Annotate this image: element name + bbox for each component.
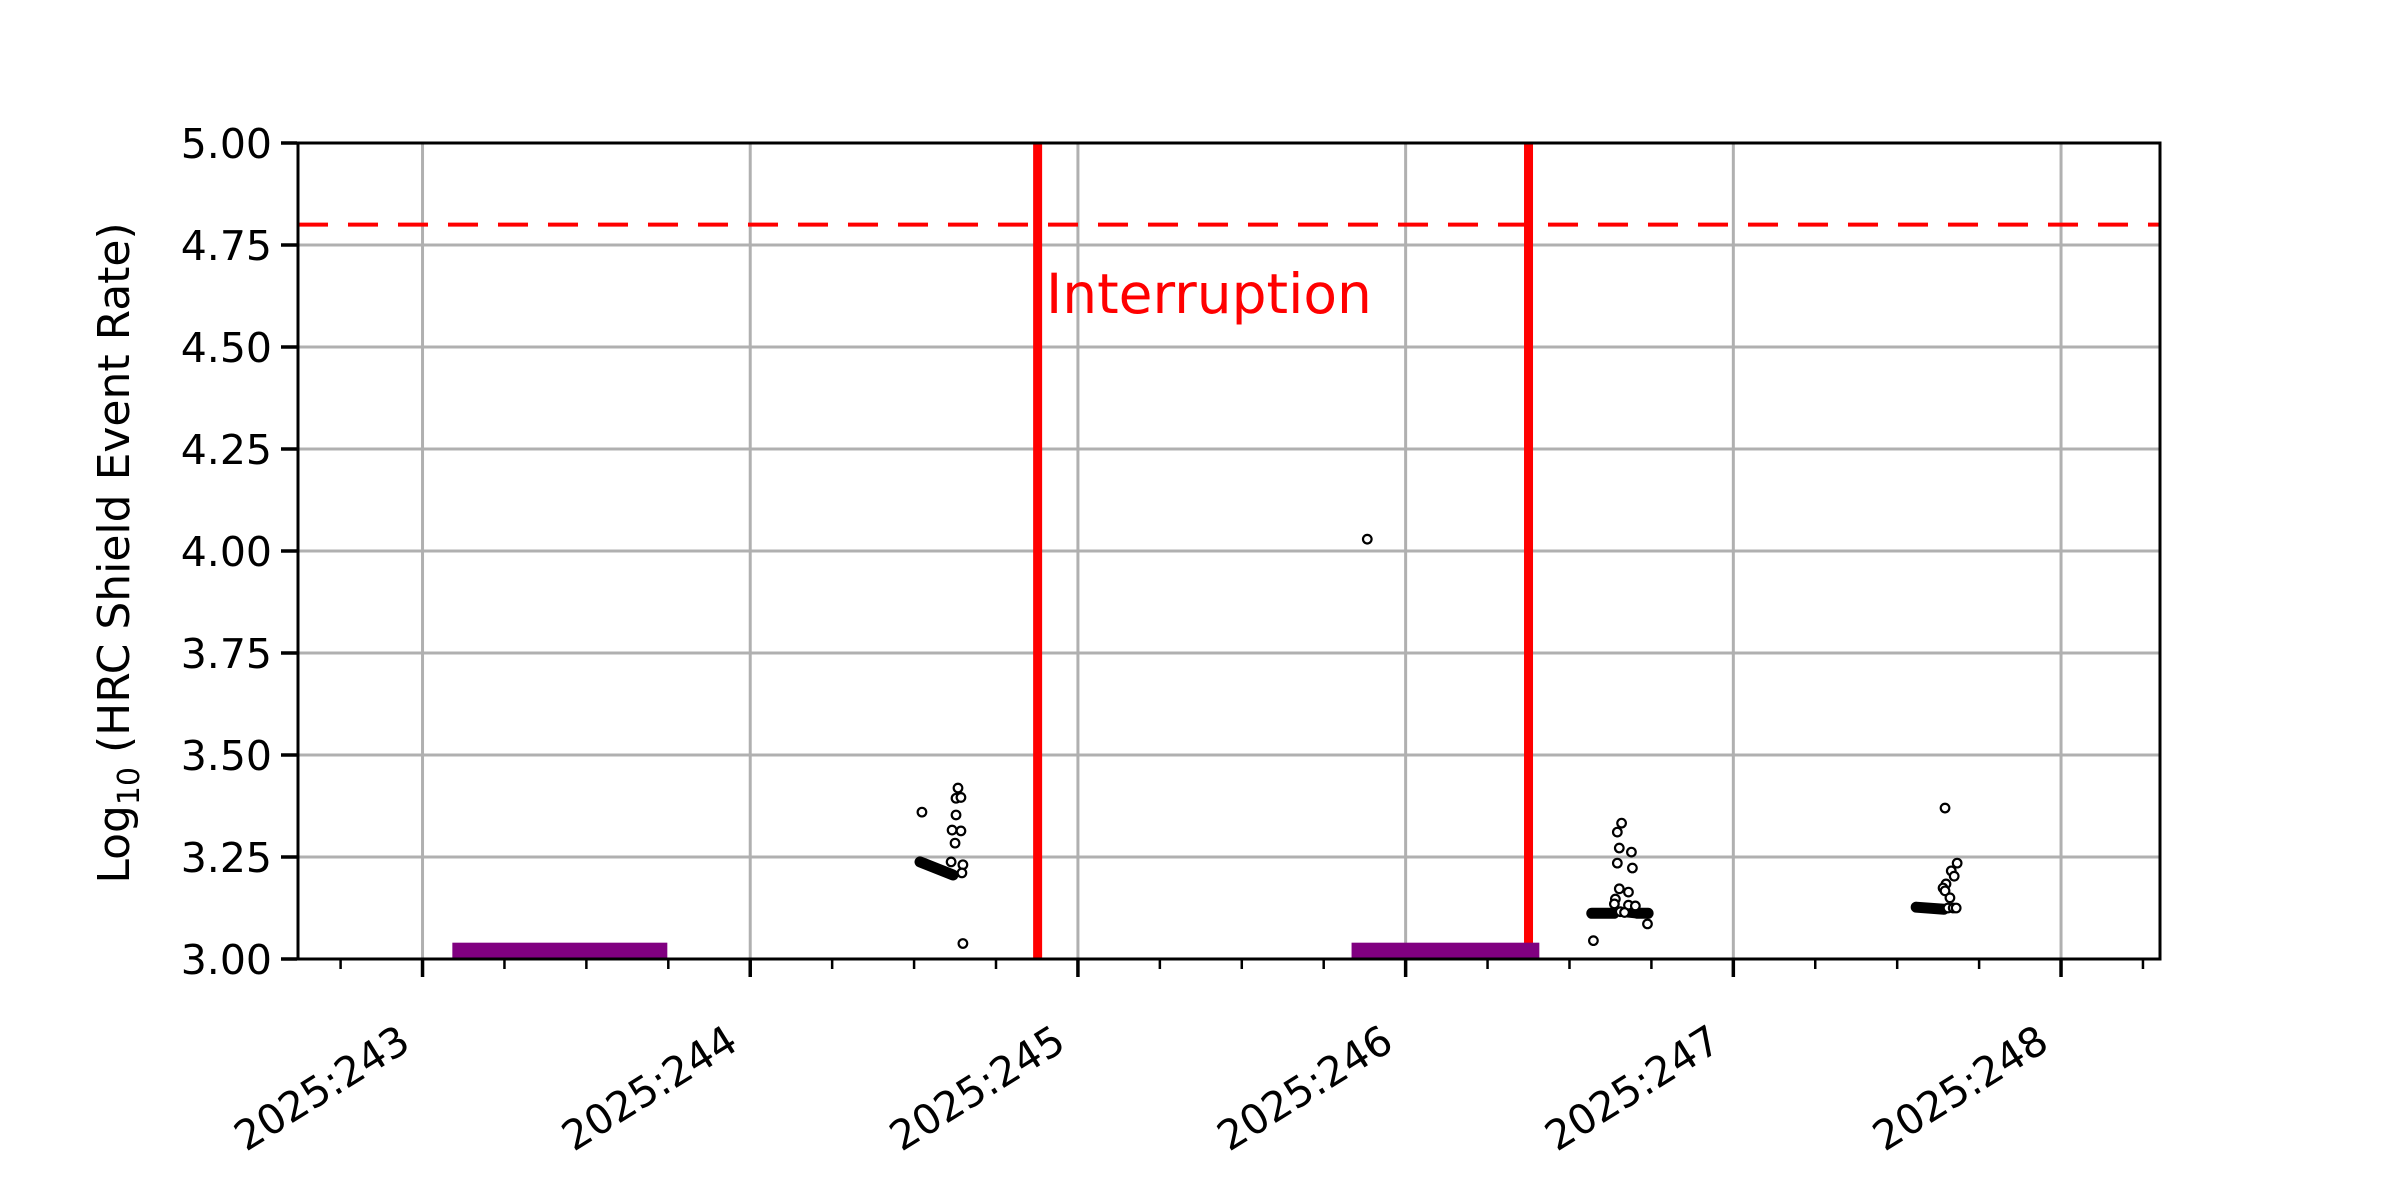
- data-point: [1613, 883, 1625, 895]
- y-tick-label: 4.50: [181, 324, 272, 372]
- interruption-annotation: Interruption: [1046, 262, 1372, 326]
- data-point: [1642, 918, 1653, 930]
- data-point: [956, 867, 968, 879]
- x-tick-label: 2025:244: [554, 1016, 746, 1161]
- radzone-bar: [452, 942, 668, 959]
- y-tick-label: 3.50: [181, 732, 272, 780]
- data-point: [955, 792, 967, 803]
- data-point: [1939, 802, 1951, 814]
- data-point: [1616, 817, 1627, 829]
- data-point: [1629, 900, 1641, 912]
- x-tick-label: 2025:245: [881, 1016, 1073, 1161]
- dense-marker-runs: [914, 856, 1950, 919]
- data-point: [1950, 902, 1962, 914]
- data-points: [916, 533, 1963, 949]
- x-tick-labels: 2025:243 2025:244 2025:245 2025:246 2025:247…: [226, 1016, 2057, 1161]
- radzone-bars: [452, 942, 1540, 959]
- y-tick-label: 3.00: [181, 936, 272, 984]
- x-tick-label: 2025:243: [226, 1016, 418, 1161]
- y-tick-label: 5.00: [181, 120, 272, 168]
- dense-marker-run: [914, 856, 959, 881]
- y-tick-label: 3.75: [181, 630, 272, 678]
- y-tick-label: 4.25: [181, 426, 272, 474]
- y-tick-label: 4.00: [181, 528, 272, 576]
- data-point: [945, 856, 957, 868]
- data-point: [1948, 870, 1960, 882]
- ticks: [281, 141, 2145, 977]
- data-point: [1611, 826, 1623, 838]
- data-point: [952, 782, 964, 794]
- y-tick-labels: 3.00 3.25 3.50 3.75 4.00 4.25 4.50 4.75 5.00: [181, 120, 272, 984]
- plot-spines: [296, 141, 2162, 961]
- radzone-bar: [1351, 942, 1540, 959]
- interruption-lines: [1033, 143, 1534, 959]
- data-point: [1623, 886, 1634, 898]
- spines: [296, 141, 2162, 961]
- data-point: [949, 837, 961, 849]
- y-axis-label: Log10 (HRC Shield Event Rate): [89, 222, 147, 883]
- y-tick-label: 3.25: [181, 834, 272, 882]
- data-point: [1608, 898, 1620, 910]
- x-tick-label: 2025:246: [1209, 1016, 1401, 1161]
- data-point: [1588, 935, 1599, 947]
- x-tick-label: 2025:248: [1864, 1016, 2056, 1161]
- x-tick-label: 2025:247: [1537, 1016, 1729, 1161]
- data-point: [1939, 885, 1951, 897]
- data-point: [1626, 846, 1637, 858]
- data-point: [1361, 533, 1373, 545]
- gridlines: [298, 143, 2160, 959]
- data-point: [916, 806, 928, 818]
- data-point: [1613, 842, 1625, 854]
- data-point: [1627, 862, 1638, 874]
- y-tick-label: 4.75: [181, 222, 272, 270]
- data-point: [1951, 857, 1963, 869]
- y-axis-label-sub: 10: [111, 767, 147, 806]
- data-point: [946, 824, 958, 836]
- data-point: [955, 825, 967, 837]
- dense-marker-run: [1910, 901, 1950, 915]
- data-point: [950, 809, 962, 821]
- data-point: [1619, 907, 1630, 918]
- data-point: [1611, 857, 1623, 869]
- data-point: [957, 938, 969, 949]
- y-axis-label-pre: Log: [89, 805, 141, 884]
- y-axis-label-post: (HRC Shield Event Rate): [89, 222, 141, 768]
- data-point: [1944, 892, 1956, 904]
